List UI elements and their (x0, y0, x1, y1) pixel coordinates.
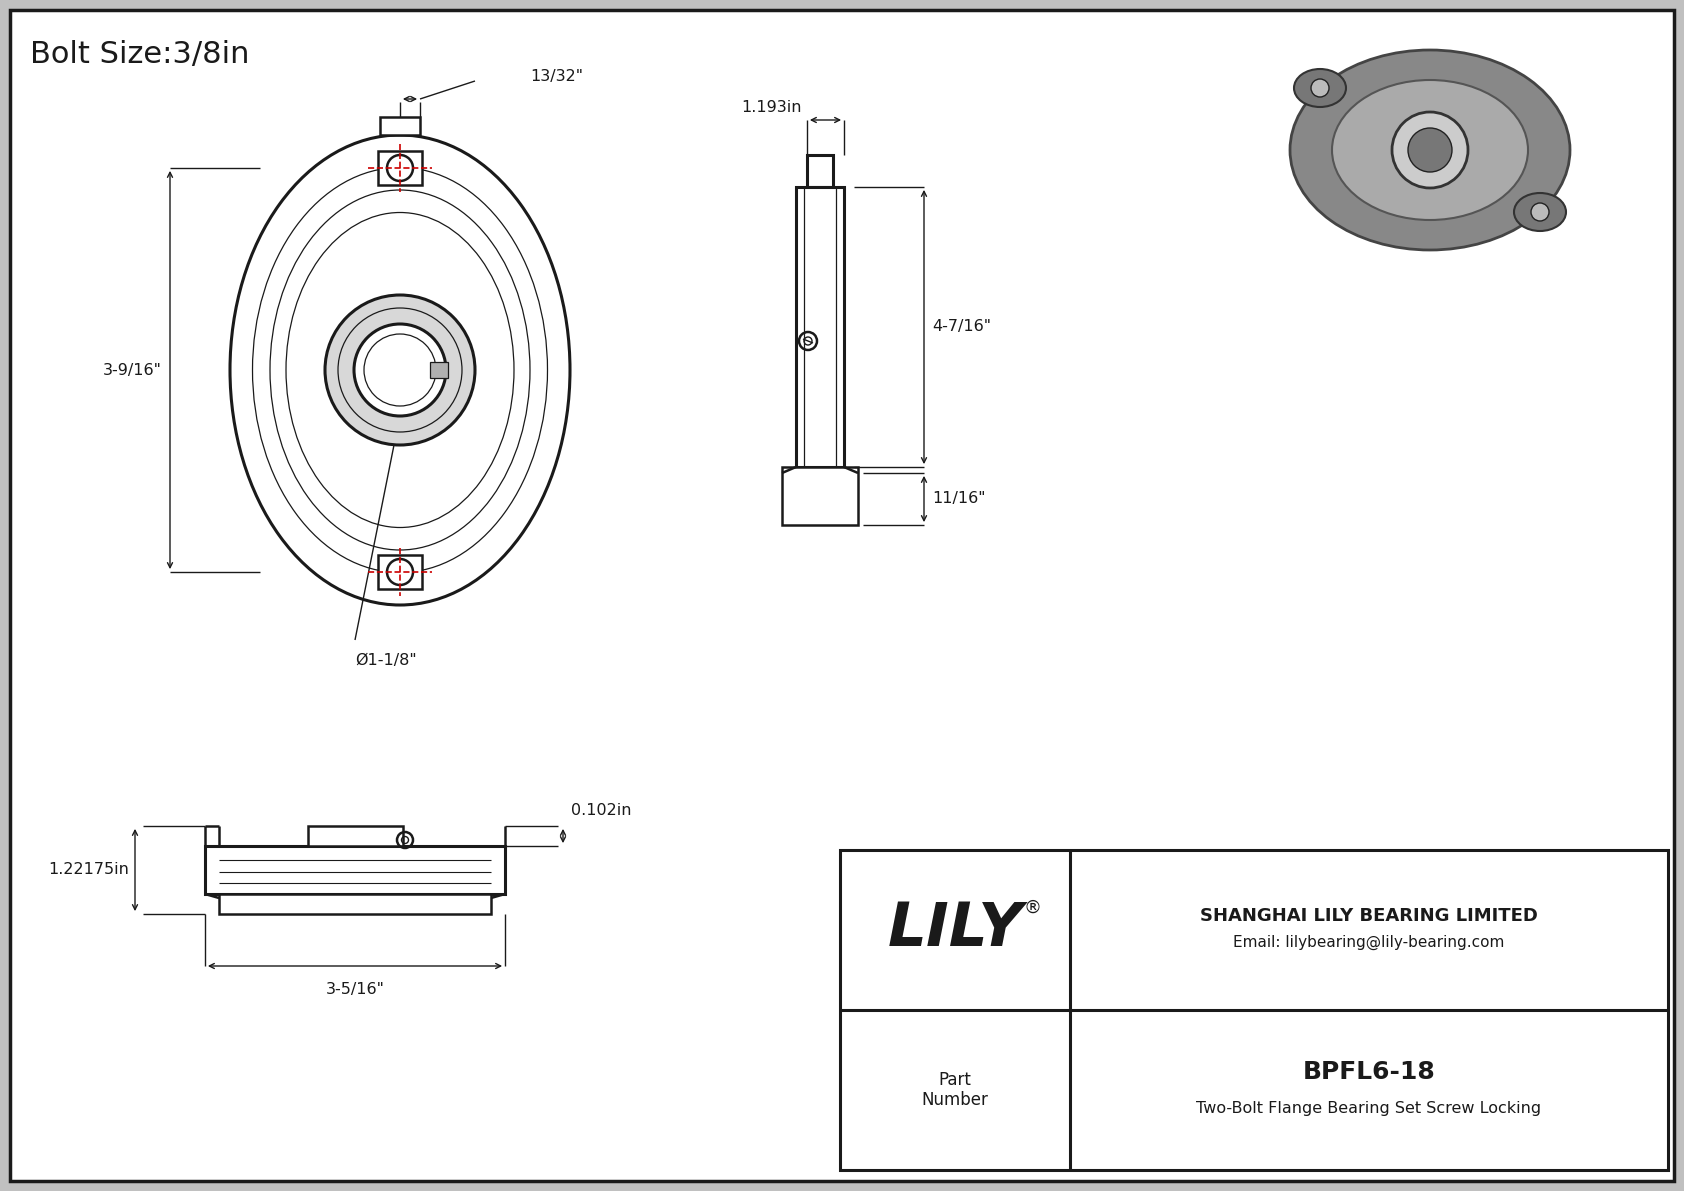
Ellipse shape (1332, 80, 1527, 220)
Text: Email: lilybearing@lily-bearing.com: Email: lilybearing@lily-bearing.com (1233, 935, 1505, 949)
Text: 4-7/16": 4-7/16" (931, 319, 990, 335)
Circle shape (1408, 127, 1452, 172)
Bar (377, 555, 423, 590)
Bar (205, 846, 505, 894)
Text: 11/16": 11/16" (931, 492, 985, 506)
Circle shape (354, 324, 446, 416)
Text: 1.22175in: 1.22175in (49, 862, 130, 878)
Circle shape (1393, 112, 1468, 188)
Bar (377, 151, 423, 185)
Text: 3-9/16": 3-9/16" (103, 362, 162, 378)
Text: Bolt Size:3/8in: Bolt Size:3/8in (30, 40, 249, 69)
Text: 0.102in: 0.102in (571, 803, 632, 818)
Circle shape (1312, 79, 1329, 96)
Bar (381, 117, 419, 135)
Ellipse shape (1293, 69, 1346, 107)
Text: LILY: LILY (887, 900, 1022, 960)
Text: Two-Bolt Flange Bearing Set Screw Locking: Two-Bolt Flange Bearing Set Screw Lockin… (1196, 1100, 1541, 1116)
Bar (797, 187, 844, 467)
Circle shape (387, 155, 413, 181)
Text: Ø1-1/8": Ø1-1/8" (355, 653, 416, 667)
Bar (840, 850, 1667, 1170)
Circle shape (325, 295, 475, 445)
Text: SHANGHAI LILY BEARING LIMITED: SHANGHAI LILY BEARING LIMITED (1201, 908, 1537, 925)
Bar (807, 155, 834, 187)
Bar (219, 894, 492, 913)
Ellipse shape (231, 135, 569, 605)
Text: 1.193in: 1.193in (741, 100, 802, 116)
Text: Part
Number: Part Number (921, 1071, 989, 1109)
Bar (308, 827, 402, 846)
Ellipse shape (1290, 50, 1569, 250)
Circle shape (1531, 202, 1549, 222)
Text: 13/32": 13/32" (530, 69, 583, 85)
Text: 3-5/16": 3-5/16" (325, 983, 384, 997)
Circle shape (387, 559, 413, 585)
Text: ®: ® (1024, 899, 1042, 917)
Ellipse shape (1514, 193, 1566, 231)
Text: BPFL6-18: BPFL6-18 (1303, 1060, 1435, 1084)
Bar (429, 362, 448, 378)
Bar (781, 467, 859, 525)
